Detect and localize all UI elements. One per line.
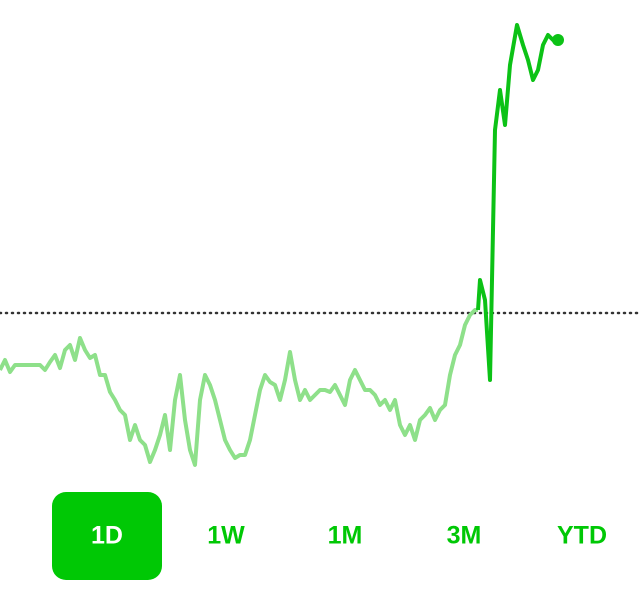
price-line (0, 308, 478, 467)
range-button-bg (52, 492, 162, 580)
range-button[interactable]: YTD (557, 522, 607, 550)
end-dot (552, 34, 564, 46)
range-button[interactable]: 1M (328, 522, 363, 550)
range-button[interactable]: 1W (207, 522, 245, 550)
range-button[interactable]: 3M (447, 522, 482, 550)
range-button[interactable]: 1D (91, 522, 123, 550)
price-line (476, 23, 558, 382)
